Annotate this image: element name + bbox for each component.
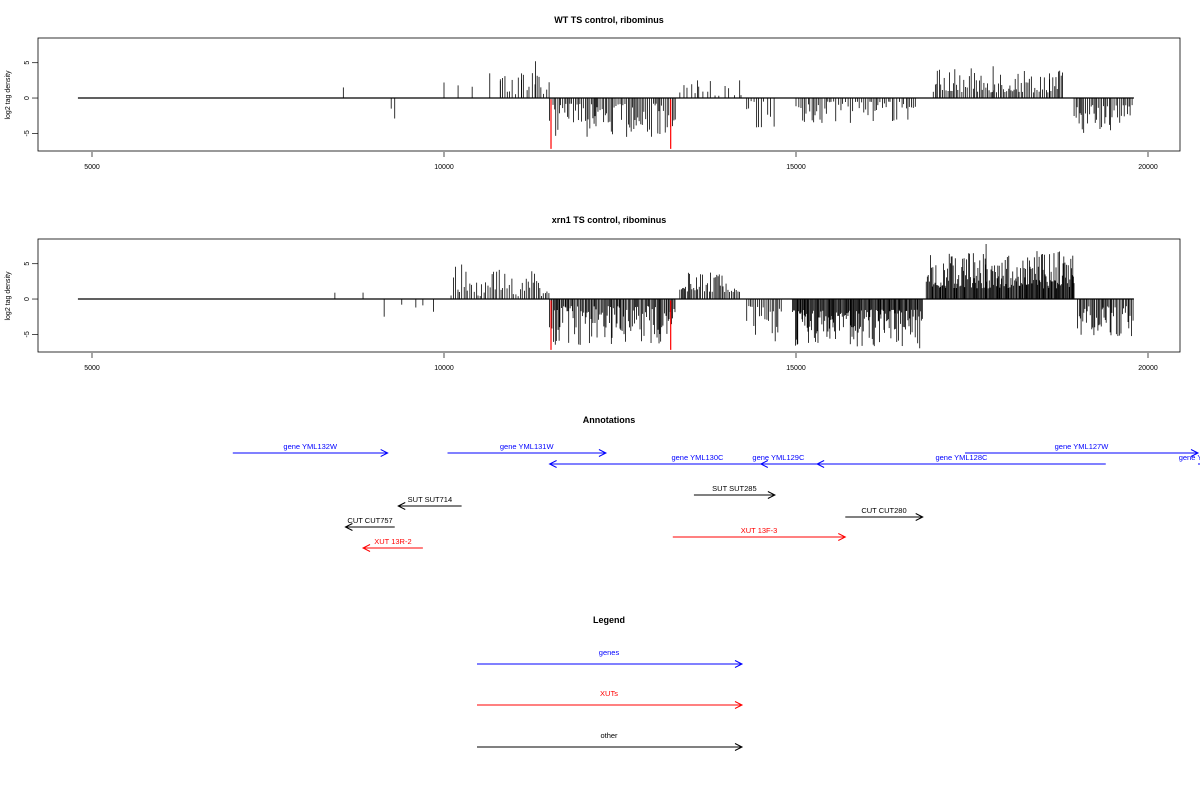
annotation-label: gene YML126C [1179, 453, 1200, 462]
y-tick-label: -5 [24, 331, 31, 337]
annotation-arrow-head [838, 533, 847, 541]
y-tick-label: 5 [24, 262, 31, 266]
x-tick-label: 20000 [1138, 365, 1158, 372]
wt-track-axes: 5 0 -5 5000 10000 15000 20000 [24, 61, 1158, 171]
x-tick-label: 15000 [786, 365, 806, 372]
x-tick-label: 20000 [1138, 164, 1158, 171]
wt-track-title: WT TS control, ribominus [554, 15, 664, 25]
legend-title: Legend [593, 615, 625, 625]
wt-track-panel: WT TS control, ribominus log2 tag densit… [5, 15, 1181, 171]
wt-track-plot-frame [37, 37, 1181, 152]
annotation-label: XUT 13R-2 [374, 537, 411, 546]
wt-track-y-axis-label: log2 tag density [5, 70, 12, 120]
annotation-arrow-head [1190, 449, 1200, 457]
annotation-feature: gene YML129C [752, 453, 805, 468]
annotation-label: gene YML132W [283, 442, 338, 451]
annotation-arrow-head [380, 449, 389, 457]
xrn1-track-y-axis-label: log2 tag density [5, 271, 12, 321]
x-tick-label: 5000 [84, 365, 100, 372]
legend-item: XUTs [477, 689, 744, 709]
annotation-feature: gene YML132W [232, 442, 389, 457]
annotation-feature: SUT SUT285 [693, 484, 776, 499]
x-tick-label: 15000 [786, 164, 806, 171]
y-tick-label: 0 [24, 297, 31, 301]
annotation-label: gene YML130C [671, 453, 724, 462]
annotation-arrow-head [344, 523, 353, 531]
annotation-feature: gene YML128C [816, 453, 1106, 468]
annotation-label: gene YML127W [1055, 442, 1110, 451]
legend-item: other [477, 731, 744, 751]
annotation-label: CUT CUT757 [347, 516, 392, 525]
annotation-feature: XUT 13F-3 [672, 526, 847, 541]
annotation-arrow-head [915, 513, 924, 521]
xrn1-track-title: xrn1 TS control, ribominus [552, 215, 667, 225]
annotation-arrow-head [361, 544, 371, 552]
annotation-feature: SUT SUT714 [397, 495, 462, 510]
legend-arrow-head [734, 701, 744, 709]
annotation-arrow-head [548, 460, 557, 468]
annotation-label: XUT 13F-3 [741, 526, 778, 535]
legend-label: XUTs [600, 689, 618, 698]
annotation-arrow-head [759, 460, 769, 468]
annotations-panel: Annotations gene YML132W gene YML131Wgene… [232, 415, 1200, 552]
annotation-label: gene YML129C [752, 453, 805, 462]
annotation-feature: CUT CUT280 [845, 506, 924, 521]
legend-arrow-head [734, 660, 744, 668]
annotation-arrow-head [816, 460, 825, 468]
annotation-label: SUT SUT285 [712, 484, 756, 493]
annotation-label: gene YML131W [500, 442, 555, 451]
legend-item: genes [477, 648, 744, 668]
xrn1-track-marks [77, 243, 1134, 350]
annotation-label: CUT CUT280 [861, 506, 906, 515]
legend-label: other [600, 731, 618, 740]
y-tick-label: 5 [24, 61, 31, 65]
annotation-label: SUT SUT714 [408, 495, 452, 504]
xrn1-track-panel: xrn1 TS control, ribominus log2 tag dens… [5, 215, 1181, 372]
wt-track-marks [77, 61, 1134, 149]
annotation-arrow-head [598, 449, 608, 457]
annotation-arrow-head [767, 491, 776, 499]
legend-items: genes XUTs other [477, 648, 744, 751]
annotation-label: gene YML128C [935, 453, 988, 462]
x-tick-label: 10000 [434, 365, 454, 372]
annotation-feature: XUT 13R-2 [361, 537, 423, 552]
xrn1-track-plot-frame [37, 238, 1181, 353]
annotation-items: gene YML132W gene YML131W gene YML130C gene… [232, 442, 1200, 552]
y-tick-label: 0 [24, 96, 31, 100]
x-tick-label: 5000 [84, 164, 100, 171]
legend-arrow-head [734, 743, 744, 751]
legend-label: genes [599, 648, 620, 657]
x-tick-label: 10000 [434, 164, 454, 171]
xrn1-track-axes: 5 0 -5 5000 10000 15000 20000 [24, 262, 1158, 372]
annotation-arrow-head [397, 502, 406, 510]
annotation-feature: gene YML126C [1179, 453, 1200, 465]
annotations-title: Annotations [583, 415, 636, 425]
legend-panel: Legend genes XUTs other [477, 615, 744, 751]
annotation-feature: gene YML127W [964, 442, 1200, 457]
annotation-feature: gene YML131W [447, 442, 608, 457]
annotation-feature: CUT CUT757 [344, 516, 395, 531]
y-tick-label: -5 [24, 130, 31, 136]
